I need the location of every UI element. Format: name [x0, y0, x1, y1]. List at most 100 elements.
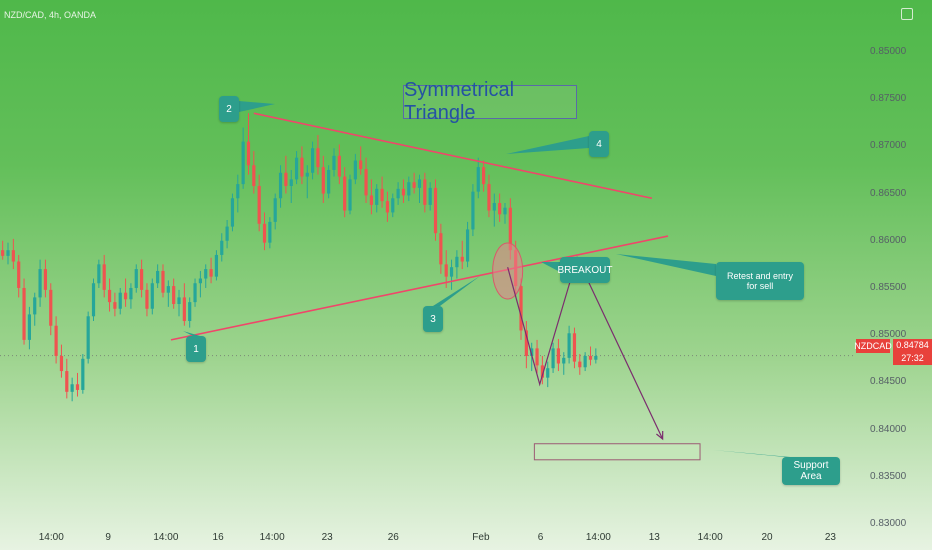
candle — [123, 292, 128, 300]
candle — [444, 264, 448, 277]
candle — [59, 355, 64, 372]
candle — [140, 269, 144, 290]
candle — [327, 169, 331, 194]
candle — [230, 198, 235, 227]
candle — [364, 169, 368, 196]
candle — [198, 278, 202, 284]
candle — [556, 348, 561, 364]
support-zone — [533, 443, 701, 461]
time-tick-label: 9 — [105, 532, 111, 543]
candle — [583, 355, 587, 368]
candle — [359, 160, 363, 170]
candle — [193, 283, 197, 303]
callout-point-1: 1 — [186, 336, 206, 362]
price-tick-label: 0.86000 — [870, 234, 907, 246]
candle — [81, 358, 85, 390]
candle — [423, 179, 427, 205]
candle — [385, 201, 390, 213]
callout-point-4: 4 — [589, 131, 609, 157]
candle — [551, 348, 555, 369]
time-tick-label: 14:00 — [38, 532, 64, 543]
candle — [209, 269, 213, 277]
callout-tail-2 — [239, 101, 275, 112]
time-tick-label: 23 — [824, 532, 836, 543]
candle — [134, 269, 138, 288]
candle — [417, 179, 422, 188]
candle — [49, 289, 53, 326]
candle — [278, 172, 283, 199]
candle — [172, 286, 176, 305]
candle — [11, 250, 15, 262]
candle — [401, 188, 406, 196]
candle — [220, 240, 224, 255]
candle — [508, 207, 512, 251]
candle — [97, 264, 101, 284]
window-icon[interactable] — [901, 8, 913, 20]
candle — [156, 270, 160, 284]
candle — [503, 207, 507, 215]
candle — [439, 233, 443, 265]
candle — [572, 333, 577, 362]
candle — [407, 182, 411, 196]
candle — [246, 141, 251, 166]
candle — [70, 384, 74, 392]
time-tick-label: Feb — [472, 532, 490, 543]
candle — [316, 148, 320, 168]
trendline-support — [170, 235, 669, 341]
candle — [343, 176, 347, 211]
candle — [262, 223, 267, 243]
price-tick-label: 0.83000 — [870, 518, 907, 529]
breakout-circle — [492, 242, 524, 300]
current-price-tag: 0.84784 27:32 — [893, 339, 932, 365]
time-tick-label: 14:00 — [585, 532, 611, 543]
candle — [252, 165, 256, 186]
candle — [268, 221, 272, 243]
candle — [460, 256, 464, 262]
candle — [449, 267, 454, 277]
candle — [43, 269, 48, 290]
callout-tail-breakout — [541, 262, 560, 272]
price-tick-label: 0.84500 — [870, 376, 907, 388]
candle — [118, 292, 122, 309]
callout-point-2: 2 — [219, 96, 239, 122]
current-price-value: 0.84784 — [896, 340, 929, 350]
candle — [241, 141, 245, 185]
candle — [188, 302, 192, 322]
candle — [396, 188, 400, 199]
candle — [562, 357, 566, 364]
candle — [380, 188, 384, 202]
callout-tail-retest — [616, 254, 716, 276]
callout-tail-3 — [433, 276, 480, 306]
candle — [33, 297, 37, 315]
price-tick-label: 0.86500 — [870, 187, 907, 199]
candle — [273, 198, 277, 222]
candle — [161, 270, 165, 293]
candle — [588, 355, 593, 360]
candle — [455, 256, 459, 268]
candle — [129, 287, 133, 300]
candle — [375, 188, 379, 205]
time-tick-label: 14:00 — [259, 532, 285, 543]
candle — [321, 167, 325, 194]
price-tick-label: 0.84000 — [870, 423, 907, 435]
candle — [22, 287, 26, 340]
time-tick-label: 26 — [387, 532, 399, 543]
candle — [412, 182, 416, 188]
candle — [332, 155, 336, 170]
candle — [567, 333, 571, 358]
candle — [17, 261, 21, 288]
price-tick-label: 0.87500 — [870, 93, 907, 105]
candle — [204, 269, 208, 279]
candle — [113, 302, 117, 309]
candle — [294, 157, 299, 180]
candle — [177, 297, 181, 305]
callout-point-3: 3 — [423, 306, 443, 332]
candle — [214, 254, 219, 277]
candle — [150, 283, 154, 309]
candle — [257, 185, 261, 224]
projection-path — [507, 256, 664, 440]
symbol-header: NZD/CAD, 4h, OANDA — [4, 10, 97, 20]
candle — [348, 179, 352, 211]
candle — [305, 172, 309, 177]
